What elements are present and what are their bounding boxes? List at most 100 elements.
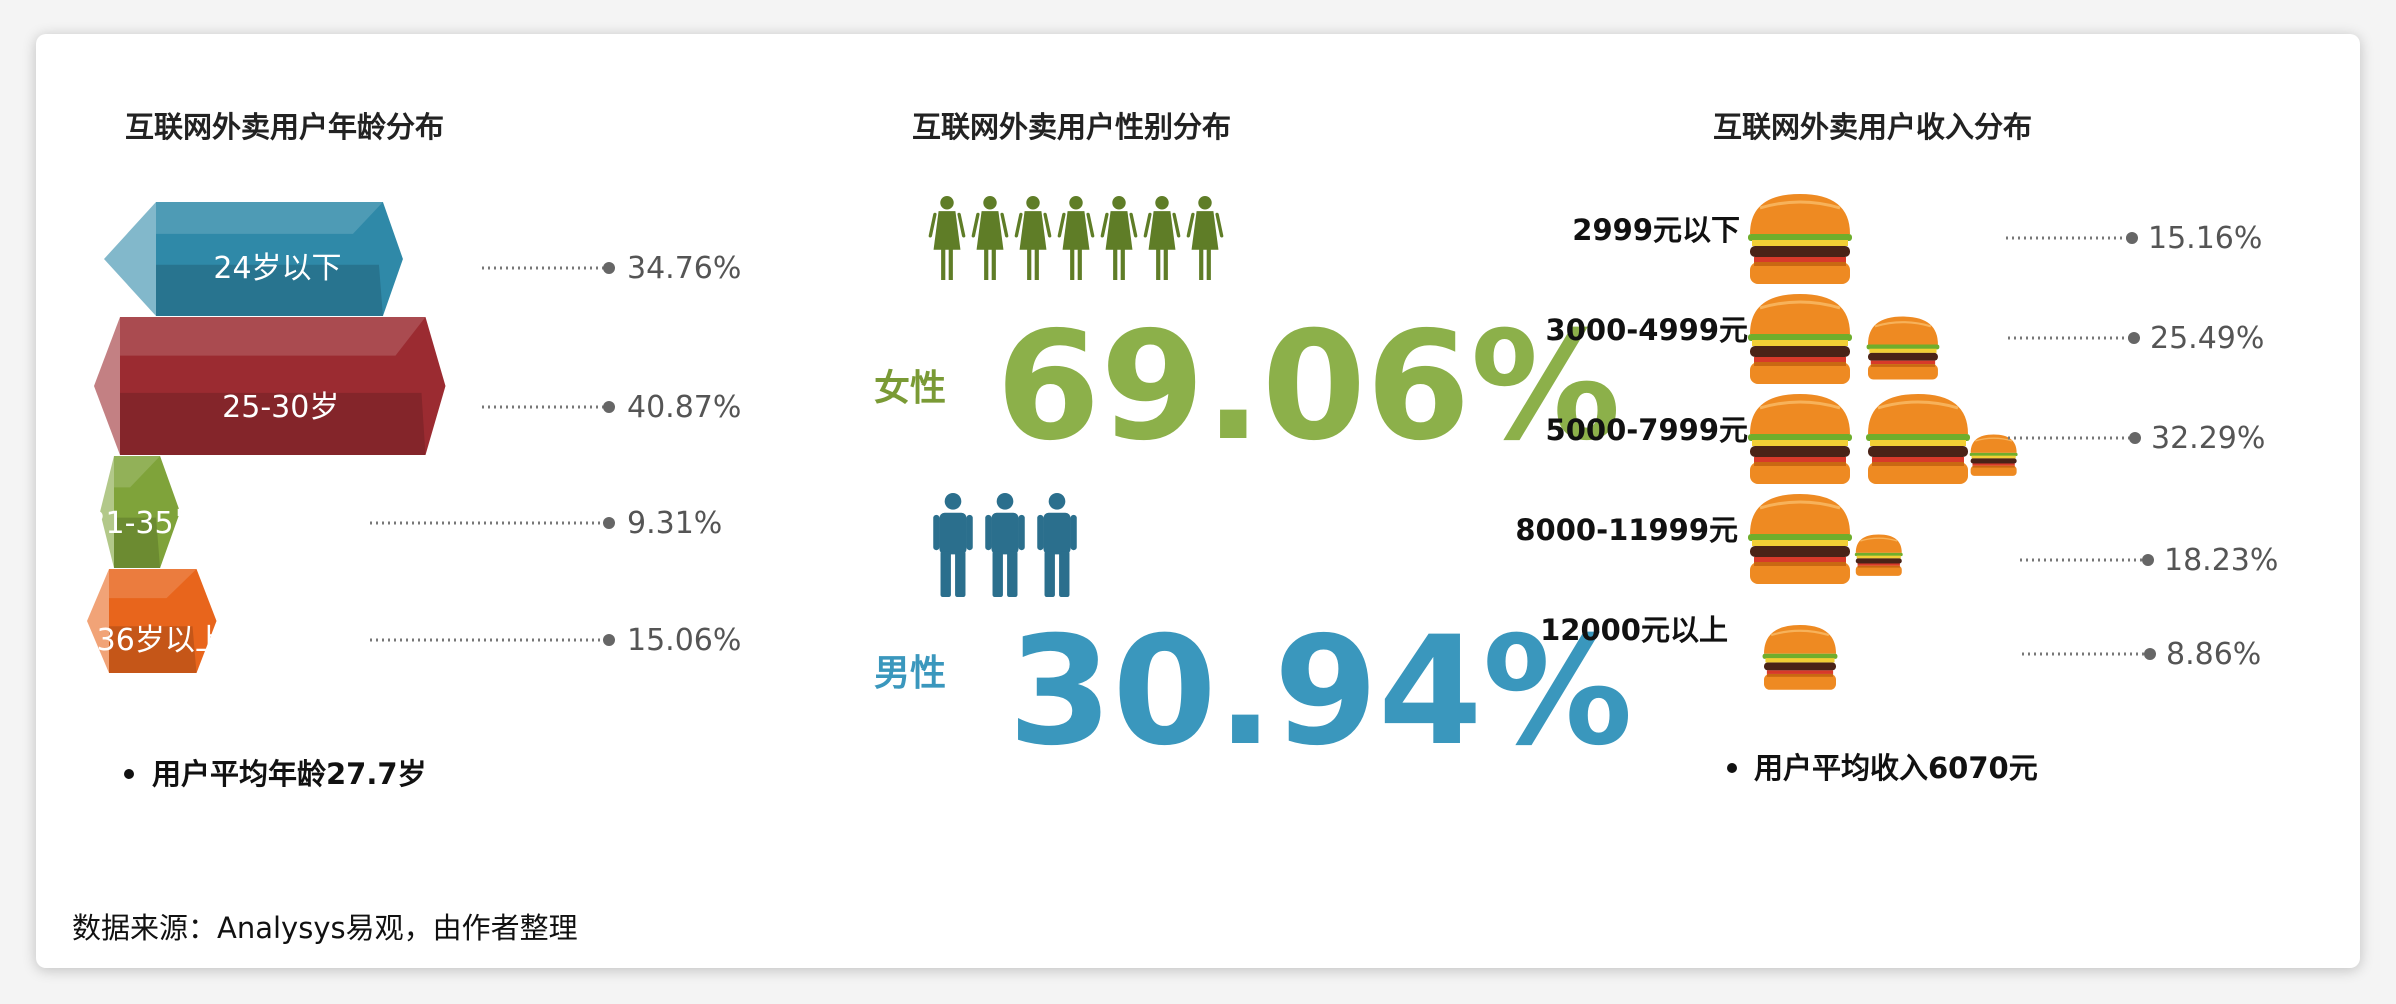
income-burger-1-1-bun-top [1868, 316, 1938, 345]
male-icon-0-arm-r [966, 514, 973, 551]
gender-title: 互联网外卖用户性别分布 [912, 110, 1231, 144]
age-bar-label-3: 36岁以上 [97, 623, 225, 658]
income-burger-2-2 [1969, 434, 2018, 476]
male-icon-2-leg-l [1044, 551, 1055, 597]
income-burger-3-1 [1854, 534, 1903, 576]
male-icon-0-leg-r [955, 551, 966, 597]
income-burger-0-0-cheese [1752, 240, 1848, 246]
income-burger-2-1-bun-bottom [1868, 462, 1968, 484]
income-burger-3-0-bun-top [1750, 494, 1850, 534]
income-burger-3-0-lettuce [1748, 534, 1852, 541]
income-burger-4-0-lettuce [1762, 653, 1838, 659]
income-burger-4-0-bun-top [1764, 625, 1836, 654]
female-icon-1-dress [976, 211, 1004, 250]
age-bar-2-dot [603, 517, 615, 529]
income-burger-1-1-lettuce [1866, 344, 1940, 350]
age-bar-side-1 [94, 317, 120, 455]
age-value-1: 40.87% [627, 390, 741, 425]
income-burger-2-2-bun-crease [1972, 465, 2015, 468]
female-icon-6 [1186, 196, 1224, 280]
income-burger-3-1-tomato [1857, 563, 1900, 566]
income-burger-4-0-patty [1764, 662, 1836, 671]
female-icon-1-head [983, 196, 997, 210]
income-2-dot [2129, 432, 2141, 444]
income-burger-1-1 [1866, 316, 1940, 380]
female-icon-0-head [940, 196, 954, 210]
income-burger-1-1-tomato [1870, 360, 1936, 365]
female-icon-5-head [1155, 196, 1169, 210]
income-burger-1-1-shine [1874, 321, 1932, 328]
male-icon-2-arm-r [1070, 514, 1077, 551]
income-burger-2-1-lettuce [1866, 434, 1970, 441]
female-icon-3-leg-r [1077, 248, 1082, 280]
income-burger-1-0-tomato [1754, 357, 1846, 362]
age-bar-side-2 [100, 456, 114, 568]
male-icon-1-arm-r [1018, 514, 1025, 551]
female-icon-3-arm-r [1086, 212, 1095, 238]
female-icon-1-leg-l [984, 248, 989, 280]
income-burger-2-2-cheese [1971, 455, 2016, 459]
female-icon-6-head [1198, 196, 1212, 210]
income-burger-2-2-shine [1975, 437, 2013, 442]
female-icon-2-head [1026, 196, 1040, 210]
female-icon-1-arm-r [1000, 212, 1009, 238]
age-bar-shade-2 [114, 517, 161, 568]
income-burger-0-0-bun-bottom [1750, 262, 1850, 284]
female-icon-4-dress [1105, 211, 1133, 250]
income-burger-3-1-bun-bottom [1855, 565, 1902, 576]
income-burger-0-0-lettuce [1748, 234, 1852, 241]
income-burger-0-0-patty [1750, 246, 1850, 257]
income-value-0: 15.16% [2148, 221, 2262, 256]
income-burger-3-0-tomato [1754, 557, 1846, 562]
female-icon-6-leg-l [1199, 248, 1204, 280]
income-burger-2-0-bun-crease [1754, 462, 1846, 466]
income-burger-2-0-lettuce [1748, 434, 1852, 441]
income-label-1: 3000-4999元 [1546, 313, 1748, 347]
income-burger-3-0-cheese [1752, 540, 1848, 546]
female-icon-5-dress [1148, 211, 1176, 250]
age-value-2: 9.31% [627, 506, 722, 541]
female-icon-2-dress [1019, 211, 1047, 250]
income-title: 互联网外卖用户收入分布 [1713, 110, 2032, 144]
income-value-4: 8.86% [2166, 637, 2261, 672]
female-icon-3 [1057, 196, 1095, 280]
income-burger-2-2-lettuce [1969, 452, 2018, 457]
income-note: 用户平均收入6070元 [1754, 751, 2038, 785]
female-icon-0-leg-r [948, 248, 953, 280]
female-icon-row [928, 196, 1224, 280]
age-bar-side-0 [104, 202, 156, 316]
income-burger-3-1-bun-top [1855, 534, 1902, 553]
income-burger-3-1-shine [1860, 537, 1898, 542]
age-bar-3-dot [603, 634, 615, 646]
income-burger-1-1-cheese [1869, 348, 1937, 353]
female-icon-3-leg-l [1070, 248, 1075, 280]
female-icon-0-arm-l [928, 212, 937, 238]
female-icon-4-arm-r [1129, 212, 1138, 238]
female-icon-5-arm-r [1172, 212, 1181, 238]
income-note-bullet [1727, 763, 1737, 773]
income-burger-1-1-patty [1868, 352, 1938, 361]
male-icon-0 [933, 493, 973, 597]
male-icon-1-torso [991, 512, 1019, 555]
income-burger-2-1-patty [1868, 446, 1968, 457]
income-value-2: 32.29% [2151, 421, 2265, 456]
female-icon-2-arm-r [1043, 212, 1052, 238]
age-bar-1-dot [603, 401, 615, 413]
income-label-3: 8000-11999元 [1515, 513, 1738, 547]
female-icon-0-dress [933, 211, 961, 250]
income-burger-2-0 [1748, 394, 1852, 484]
income-burger-4-0-tomato [1766, 670, 1834, 674]
age-bar-top-1 [120, 317, 426, 356]
age-chart: 24岁以下 34.76% 25-30岁 40.87% 31-35岁 9.31% 36岁以上 1… [86, 202, 741, 673]
male-value: 30.94% [1008, 605, 1633, 779]
income-burger-1-0-patty [1750, 346, 1850, 357]
female-icon-6-leg-r [1206, 248, 1211, 280]
age-value-3: 15.06% [627, 623, 741, 658]
male-icon-0-arm-l [933, 514, 940, 551]
age-title: 互联网外卖用户年龄分布 [125, 110, 444, 144]
income-burger-1-0-bun-top [1750, 294, 1850, 334]
income-burger-0-0-shine [1759, 200, 1841, 210]
male-icon-2-head [1048, 493, 1066, 510]
income-burger-0-0-bun-top [1750, 194, 1850, 234]
